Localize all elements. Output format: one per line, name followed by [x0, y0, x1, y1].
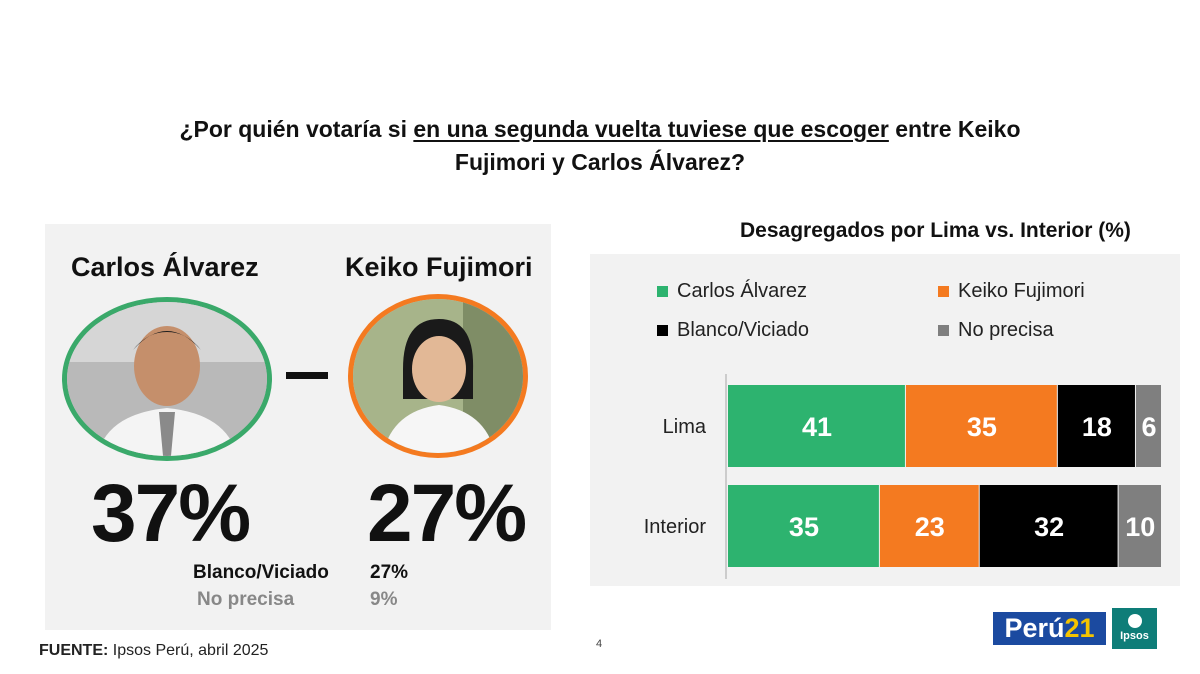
category-label-interior: Interior	[644, 516, 707, 538]
bar-value-label: 32	[1034, 512, 1064, 542]
legend-swatch	[657, 286, 668, 297]
percent-fujimori: 27%	[367, 468, 527, 559]
versus-dash	[286, 372, 328, 379]
ipsos-logo: Ipsos	[1112, 608, 1157, 649]
blank-void-value: 27%	[370, 562, 409, 583]
bar-segment-lima-3	[1135, 385, 1161, 467]
undecided-value: 9%	[370, 589, 398, 610]
overall-results-panel: Carlos Álvarez Keiko Fujimori 37% 27% Bl…	[45, 224, 551, 630]
legend-item-fujimori: Keiko Fujimori	[938, 280, 1085, 303]
legend-swatch	[938, 286, 949, 297]
legend-swatch	[657, 325, 668, 336]
bar-segment-interior-2	[979, 485, 1118, 567]
legend-label: Keiko Fujimori	[958, 280, 1085, 302]
peru21-logo: Perú21	[993, 612, 1106, 645]
bar-segment-interior-0	[728, 485, 879, 567]
title-part-2: entre Keiko Fujimori y Carlos Álvarez?	[454, 116, 1021, 175]
legend-item-undecided: No precisa	[938, 319, 1054, 342]
undecided-label: No precisa	[197, 589, 295, 610]
bar-value-label: 23	[915, 512, 945, 542]
bar-value-label: 6	[1141, 412, 1156, 442]
blank-void-label: Blanco/Viciado	[193, 562, 329, 583]
bar-segment-lima-2	[1057, 385, 1135, 467]
bar-segment-interior-3	[1118, 485, 1161, 567]
bar-value-label: 10	[1125, 512, 1155, 542]
page-title: ¿Por quién votaría si en una segunda vue…	[150, 113, 1050, 179]
chart-title: Desagregados por Lima vs. Interior (%)	[740, 219, 1131, 242]
stacked-bar-chart: Lima 41 35 18 6 Interior 35 23 32 10	[644, 374, 1161, 579]
category-label-lima: Lima	[663, 416, 707, 438]
percent-alvarez: 37%	[91, 468, 251, 559]
bar-segment-interior-1	[879, 485, 979, 567]
person-photo-icon	[353, 299, 523, 453]
page-number: 4	[596, 638, 603, 650]
bar-value-label: 18	[1082, 412, 1112, 442]
legend-label: Carlos Álvarez	[677, 280, 808, 302]
legend-item-blank: Blanco/Viciado	[657, 319, 809, 342]
title-part-1: ¿Por quién votaría si	[179, 116, 414, 142]
bar-segment-lima-1	[905, 385, 1057, 467]
bar-segment-lima-0	[728, 385, 905, 467]
person-photo-icon	[67, 302, 267, 456]
source-text: Ipsos Perú, abril 2025	[108, 642, 269, 659]
bar-value-label: 35	[967, 412, 997, 442]
portrait-fujimori	[348, 294, 528, 458]
source-label: FUENTE:	[39, 642, 109, 659]
title-underlined: en una segunda vuelta tuviese que escoge…	[413, 116, 889, 142]
bar-value-label: 41	[802, 412, 832, 442]
legend-label: No precisa	[958, 319, 1054, 341]
breakdown-chart-panel: Carlos Álvarez Keiko Fujimori Blanco/Vic…	[590, 254, 1180, 586]
legend-swatch	[938, 325, 949, 336]
bar-value-label: 35	[789, 512, 819, 542]
portrait-alvarez	[62, 297, 272, 461]
source-note: FUENTE: Ipsos Perú, abril 2025	[39, 642, 268, 660]
candidate-name-alvarez: Carlos Álvarez	[71, 252, 259, 282]
candidate-name-fujimori: Keiko Fujimori	[345, 252, 533, 282]
legend-item-alvarez: Carlos Álvarez	[657, 280, 807, 303]
legend-label: Blanco/Viciado	[677, 319, 809, 341]
